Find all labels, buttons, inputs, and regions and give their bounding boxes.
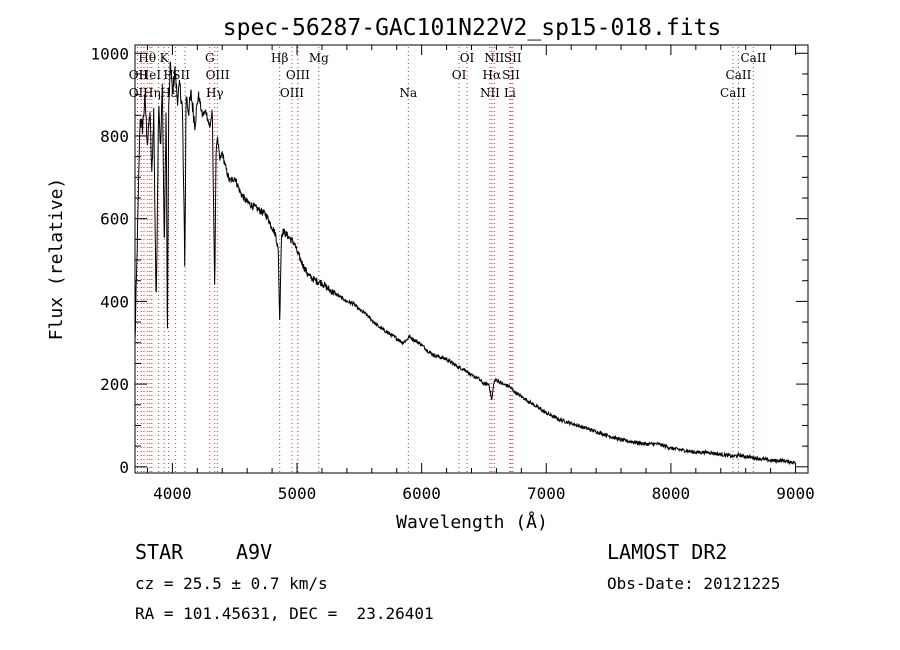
x-axis-label: Wavelength (Å) bbox=[396, 511, 548, 533]
survey-label: LAMOST DR2 bbox=[607, 540, 728, 564]
y-tick-label: 1000 bbox=[90, 44, 129, 63]
line-label: OII bbox=[129, 86, 149, 100]
spectral-line-markers bbox=[136, 47, 754, 473]
spectrum-line bbox=[134, 61, 796, 466]
line-label: G bbox=[205, 51, 215, 65]
y-tick-label: 0 bbox=[119, 458, 129, 477]
x-tick-label: 9000 bbox=[776, 484, 815, 503]
y-tick-label: 400 bbox=[100, 292, 129, 311]
line-label: CaII bbox=[726, 68, 752, 82]
line-label: SII bbox=[172, 68, 190, 82]
line-label: HeI bbox=[139, 68, 162, 82]
x-tick-label: 6000 bbox=[402, 484, 441, 503]
axis-ticks bbox=[135, 45, 808, 473]
line-label: SII bbox=[502, 68, 520, 82]
line-label: NII bbox=[484, 51, 504, 65]
x-tick-label: 4000 bbox=[153, 484, 192, 503]
line-label: OI bbox=[460, 51, 475, 65]
object-class: STAR bbox=[135, 540, 184, 564]
y-tick-label: 200 bbox=[100, 375, 129, 394]
chart-title: spec-56287-GAC101N22V2_sp15-018.fits bbox=[223, 15, 722, 41]
line-label: OIII bbox=[286, 68, 310, 82]
line-label: Na bbox=[399, 86, 417, 100]
line-label: Hη bbox=[143, 86, 161, 100]
line-label: CaII bbox=[720, 86, 746, 100]
line-label: Hβ bbox=[271, 51, 288, 65]
coordinates-text: RA = 101.45631, DEC = 23.26401 bbox=[135, 604, 434, 623]
x-tick-label: 5000 bbox=[278, 484, 317, 503]
line-label: OII bbox=[129, 68, 149, 82]
x-tick-label: 7000 bbox=[527, 484, 566, 503]
line-label: Hγ bbox=[206, 86, 224, 100]
y-tick-label: 800 bbox=[100, 127, 129, 146]
y-tick-label: 600 bbox=[100, 210, 129, 229]
line-label: Mg bbox=[309, 51, 329, 65]
line-label: OIII bbox=[280, 86, 304, 100]
x-tick-label: 8000 bbox=[652, 484, 691, 503]
line-label: NII bbox=[480, 86, 500, 100]
line-label: CaII bbox=[740, 51, 766, 65]
line-label: OIII bbox=[206, 68, 230, 82]
line-label: H bbox=[163, 68, 173, 82]
y-axis-label: Flux (relative) bbox=[46, 178, 67, 341]
line-label: Hα bbox=[483, 68, 502, 82]
line-label: K bbox=[160, 51, 170, 65]
line-label: SII bbox=[504, 51, 522, 65]
line-label: Li bbox=[504, 86, 516, 100]
redshift-text: cz = 25.5 ± 0.7 km/s bbox=[135, 574, 328, 593]
plot-frame bbox=[134, 44, 809, 474]
line-label: Hθ bbox=[138, 51, 156, 65]
line-label: OI bbox=[452, 68, 467, 82]
obs-date-text: Obs-Date: 20121225 bbox=[607, 574, 781, 593]
object-subclass: A9V bbox=[236, 540, 273, 564]
axis-tick-labels: 4000 5000 6000 7000 8000 9000 0 200 400 600 800 100… bbox=[90, 44, 814, 503]
